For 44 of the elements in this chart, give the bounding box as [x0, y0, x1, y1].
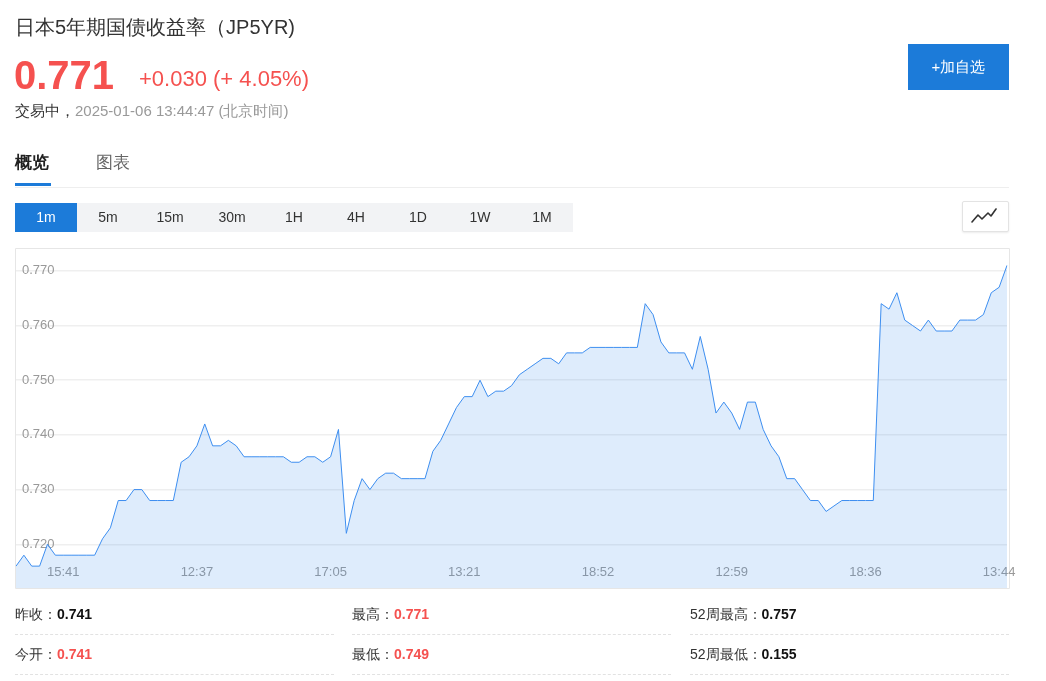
- y-tick-label: 0.720: [22, 535, 55, 551]
- text: 0.757: [761, 606, 797, 622]
- period-button[interactable]: 1H: [263, 203, 325, 232]
- text: 0.741: [57, 646, 93, 662]
- chart-title: 日本5年期国债收益率（JP5YR): [15, 15, 296, 40]
- text: 0.155: [761, 646, 797, 662]
- x-tick-label: 13:44: [982, 563, 1016, 579]
- x-tick-label: 18:52: [581, 563, 615, 579]
- text: 0.771: [394, 606, 430, 622]
- period-button[interactable]: 1M: [511, 203, 573, 232]
- period-button[interactable]: 15m: [139, 203, 201, 232]
- text: 概览: [15, 152, 49, 174]
- x-tick-label: 18:36: [849, 563, 882, 579]
- x-tick-label: 15:41: [46, 563, 80, 579]
- chart-type-button[interactable]: [962, 201, 1009, 232]
- period-button[interactable]: 5m: [77, 203, 139, 232]
- text: 0.741: [57, 606, 93, 622]
- period-button[interactable]: 1D: [387, 203, 449, 232]
- period-button[interactable]: 30m: [201, 203, 263, 232]
- text: +0.030 (+ 4.05%): [139, 66, 310, 92]
- text: 0.771: [14, 52, 115, 98]
- text: 图表: [96, 152, 130, 174]
- text: 2025-01-06 13:44:47 (北京时间): [75, 102, 289, 119]
- y-tick-label: 0.760: [22, 317, 55, 333]
- text: 交易中，: [15, 102, 75, 119]
- text: 昨收：: [15, 606, 57, 622]
- text: 52周最低：: [690, 646, 762, 662]
- text: 最低：: [352, 646, 394, 662]
- y-tick-label: 0.740: [22, 426, 55, 442]
- x-tick-label: 13:21: [448, 563, 481, 579]
- x-tick-label: 12:59: [715, 563, 748, 579]
- y-tick-label: 0.750: [22, 371, 55, 387]
- y-tick-label: 0.730: [22, 481, 55, 497]
- text: 今开：: [15, 646, 57, 662]
- period-button[interactable]: 1m: [15, 203, 77, 232]
- add-button[interactable]: +加自选: [908, 44, 1009, 90]
- period-button[interactable]: 4H: [325, 203, 387, 232]
- x-tick-label: 17:05: [314, 563, 347, 579]
- text: 52周最高：: [690, 606, 762, 622]
- y-tick-label: 0.770: [22, 262, 55, 278]
- text: 0.749: [394, 646, 430, 662]
- x-tick-label: 12:37: [180, 563, 214, 579]
- text: 最高：: [352, 606, 394, 622]
- period-button[interactable]: 1W: [449, 203, 511, 232]
